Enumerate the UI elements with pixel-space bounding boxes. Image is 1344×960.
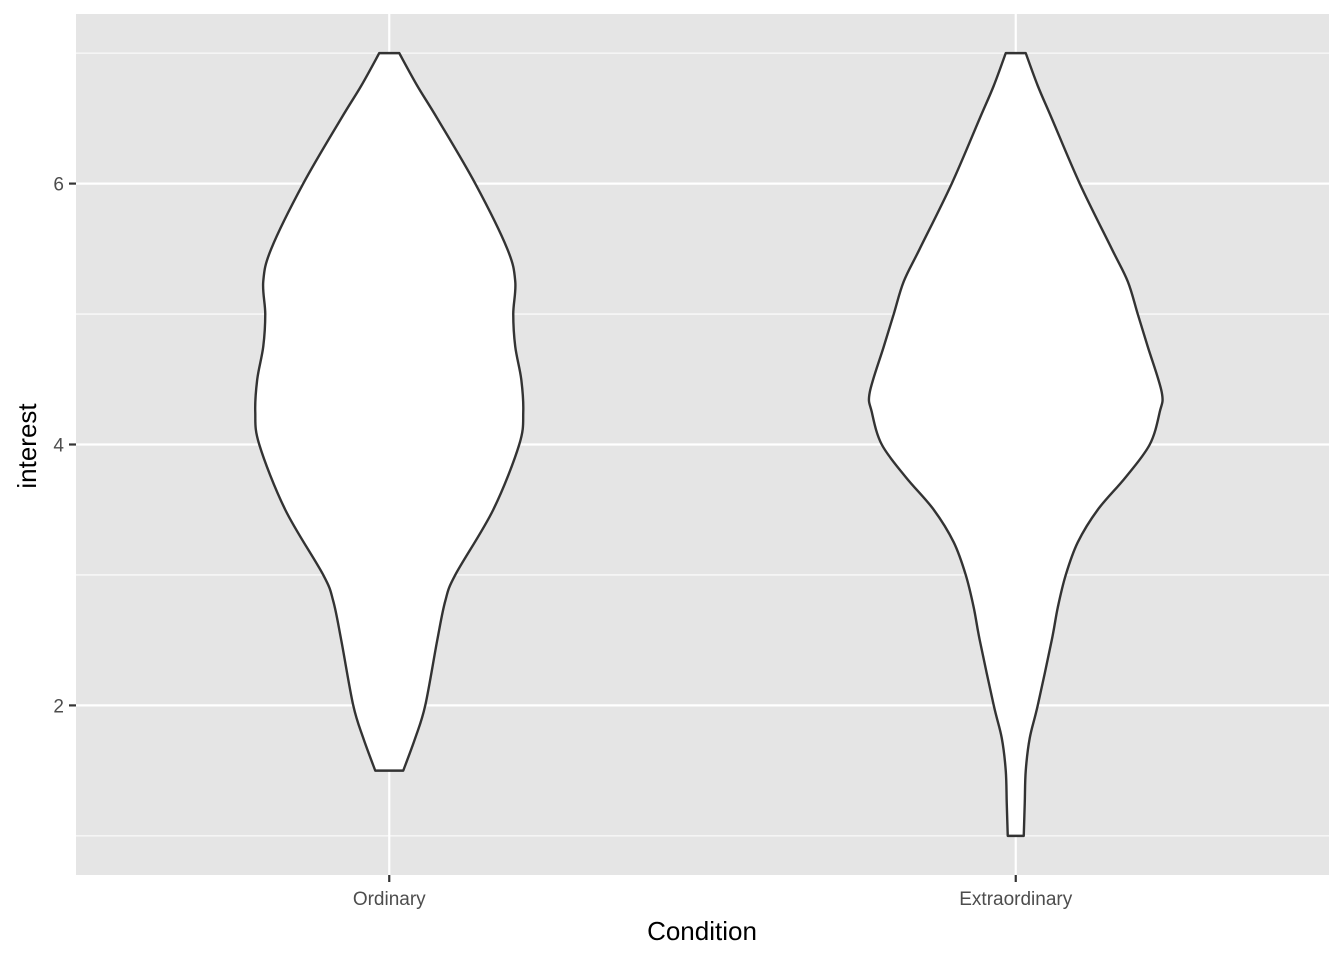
violin-ordinary (253, 51, 525, 772)
y-axis: 2 4 6 (53, 175, 76, 717)
violins (253, 51, 1164, 838)
x-tick-label: Ordinary (353, 889, 426, 910)
x-tick-label: Extraordinary (959, 889, 1072, 910)
y-tick-label: 6 (53, 175, 64, 196)
y-axis-title: interest (12, 403, 42, 489)
y-tick-label: 2 (53, 696, 64, 717)
x-axis-title: Condition (647, 916, 757, 946)
violin-extraordinary (867, 51, 1164, 838)
x-axis: Ordinary Extraordinary (353, 875, 1073, 910)
y-tick-label: 4 (53, 436, 64, 457)
